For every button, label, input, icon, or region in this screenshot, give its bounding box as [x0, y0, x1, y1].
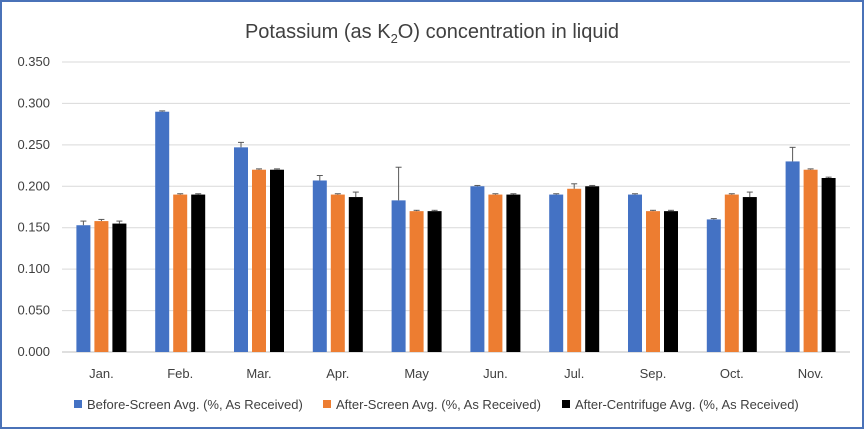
legend-swatch — [323, 400, 331, 408]
bar — [391, 200, 406, 352]
legend-swatch — [74, 400, 82, 408]
x-tick-label: Jul. — [564, 366, 584, 381]
bar — [409, 211, 424, 352]
x-tick-label: Mar. — [246, 366, 271, 381]
bar — [330, 194, 345, 352]
x-tick-label: Apr. — [326, 366, 349, 381]
x-tick-label: Sep. — [640, 366, 667, 381]
bar — [348, 197, 363, 352]
bar — [567, 188, 582, 352]
bar — [488, 194, 503, 352]
bar — [724, 194, 739, 352]
x-tick-label: Jun. — [483, 366, 508, 381]
bar — [470, 186, 485, 352]
bar — [706, 219, 721, 352]
bar — [664, 211, 678, 352]
error-bars — [80, 110, 832, 226]
y-tick-label: 0.200 — [17, 178, 50, 193]
bar — [173, 194, 188, 352]
bars — [76, 111, 836, 352]
bar — [785, 161, 800, 352]
bar — [252, 169, 266, 352]
chart-title: Potassium (as K2O) concentration in liqu… — [245, 21, 619, 46]
bar — [191, 194, 206, 352]
bar — [427, 211, 442, 352]
x-tick-label: Nov. — [798, 366, 824, 381]
bar — [585, 186, 600, 352]
y-axis-ticks: 0.000 0.050 0.100 0.150 0.200 0.250 0.300 0.350 — [17, 54, 50, 359]
bar — [628, 194, 642, 352]
legend-label: After-Screen Avg. (%, As Received) — [336, 397, 541, 412]
chart-title-before: Potassium (as K — [245, 21, 391, 43]
bar — [742, 197, 757, 352]
x-tick-label: May — [404, 366, 429, 381]
legend-label: Before-Screen Avg. (%, As Received) — [87, 397, 303, 412]
x-tick-label: Feb. — [167, 366, 193, 381]
bar — [94, 221, 109, 352]
y-tick-label: 0.250 — [17, 137, 50, 152]
chart-title-after: O) concentration in liquid — [398, 21, 619, 43]
bar — [803, 169, 818, 352]
x-tick-label: Jan. — [89, 366, 114, 381]
bar — [821, 178, 836, 352]
bar — [646, 211, 660, 352]
chart-title-subscript: 2 — [391, 31, 398, 46]
legend-label: After-Centrifuge Avg. (%, As Received) — [575, 397, 799, 412]
bar — [155, 111, 170, 352]
legend: Before-Screen Avg. (%, As Received) After… — [74, 397, 799, 412]
bar — [270, 169, 284, 352]
y-tick-label: 0.000 — [17, 344, 50, 359]
y-tick-label: 0.150 — [17, 220, 50, 235]
x-axis-ticks: Jan. Feb. Mar. Apr. May Jun. Jul. Sep. Oct. Nov. — [89, 366, 823, 381]
bar — [549, 194, 564, 352]
bar — [112, 223, 127, 352]
legend-swatch — [562, 400, 570, 408]
y-tick-label: 0.300 — [17, 95, 50, 110]
y-tick-label: 0.100 — [17, 261, 50, 276]
bar — [312, 180, 327, 352]
bar — [506, 194, 521, 352]
y-tick-label: 0.350 — [17, 54, 50, 69]
bar — [76, 225, 91, 352]
bar — [234, 147, 248, 352]
x-tick-label: Oct. — [720, 366, 744, 381]
y-tick-label: 0.050 — [17, 303, 50, 318]
